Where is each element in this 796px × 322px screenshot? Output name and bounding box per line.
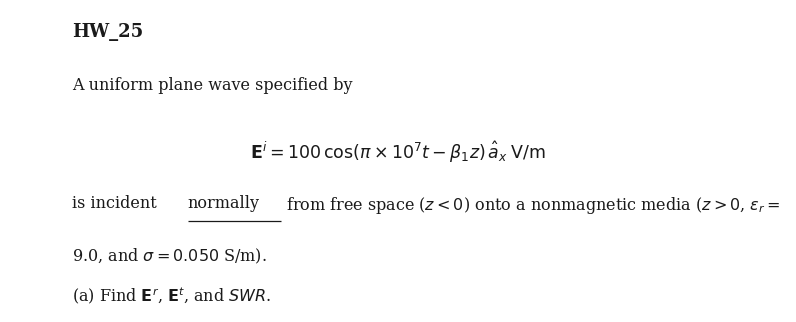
Text: HW_25: HW_25 — [72, 23, 143, 41]
Text: 9.0, and $\sigma = 0.050$ S/m).: 9.0, and $\sigma = 0.050$ S/m). — [72, 246, 267, 266]
Text: from free space ($z < 0$) onto a nonmagnetic media ($z > 0$, $\varepsilon_r =$: from free space ($z < 0$) onto a nonmagn… — [280, 195, 780, 216]
Text: normally: normally — [188, 195, 259, 212]
Text: is incident: is incident — [72, 195, 162, 212]
Text: (a) Find $\mathbf{E}^r$, $\mathbf{E}^t$, and $\mathit{SWR}$.: (a) Find $\mathbf{E}^r$, $\mathbf{E}^t$,… — [72, 285, 271, 306]
Text: A uniform plane wave specified by: A uniform plane wave specified by — [72, 77, 352, 94]
Text: $\mathbf{E}^i = 100\,\cos(\pi \times 10^7 t - \beta_1 z)\,\hat{a}_x\;\mathrm{V/m: $\mathbf{E}^i = 100\,\cos(\pi \times 10^… — [250, 140, 546, 165]
